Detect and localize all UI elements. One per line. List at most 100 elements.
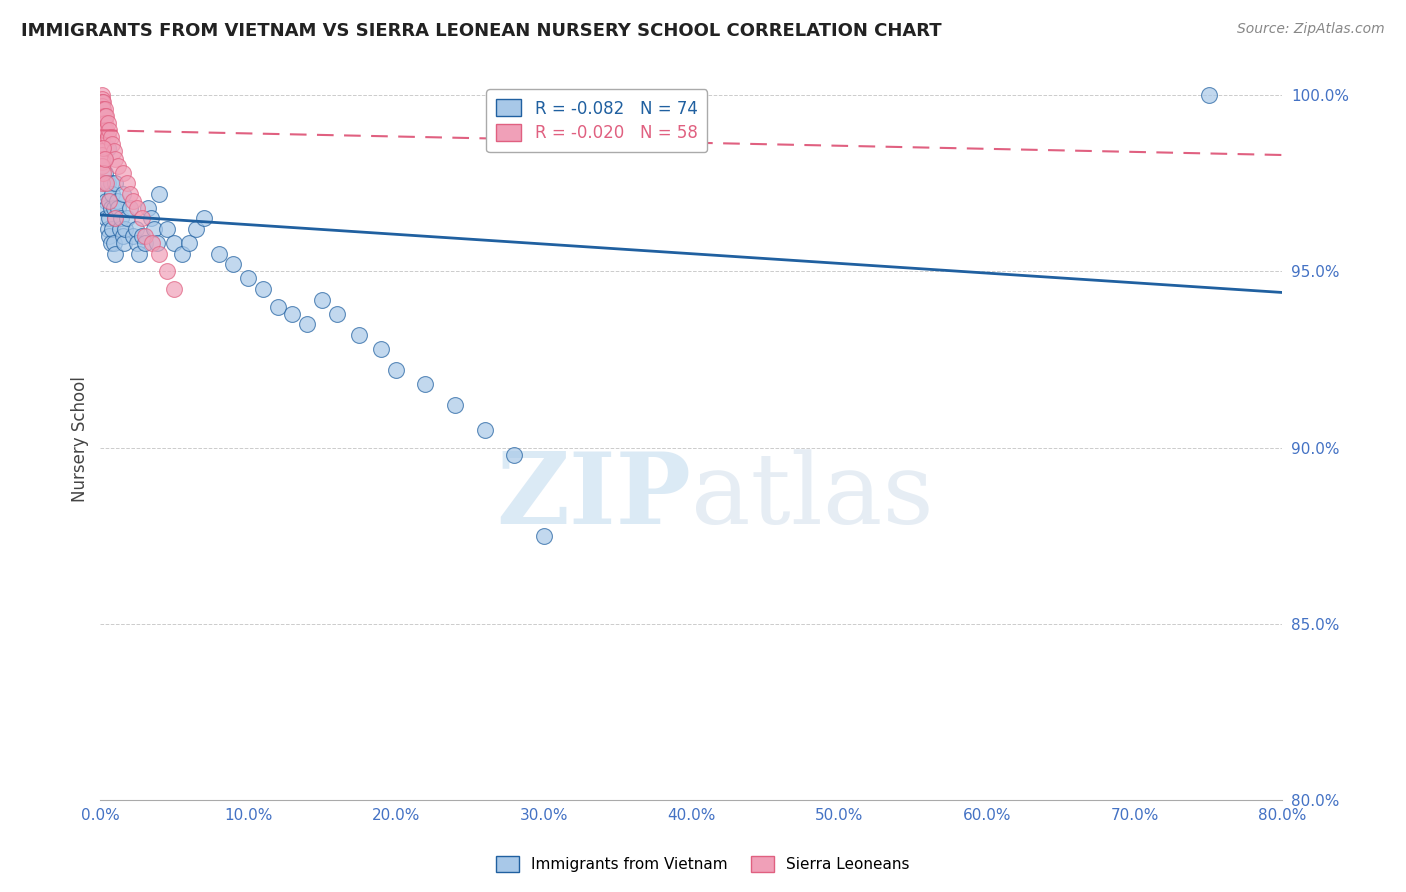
Point xyxy=(96,186,118,201)
Legend: Immigrants from Vietnam, Sierra Leoneans: Immigrants from Vietnam, Sierra Leoneans xyxy=(489,848,917,880)
Point xyxy=(128,246,150,260)
Text: atlas: atlas xyxy=(692,449,934,544)
Point xyxy=(186,222,208,236)
Point xyxy=(207,246,229,260)
Point xyxy=(90,159,112,173)
Point xyxy=(94,123,117,137)
Point xyxy=(90,98,112,112)
Point xyxy=(311,293,333,307)
Point xyxy=(370,342,392,356)
Point xyxy=(90,105,112,120)
Point xyxy=(90,176,112,190)
Point xyxy=(163,236,186,251)
Point xyxy=(98,194,121,208)
Point xyxy=(90,145,112,159)
Point xyxy=(94,102,117,116)
Point xyxy=(100,236,122,251)
Point xyxy=(156,222,179,236)
Point xyxy=(127,201,149,215)
Point xyxy=(103,236,125,251)
Point xyxy=(114,222,136,236)
Point xyxy=(90,95,112,109)
Point xyxy=(103,145,125,159)
Point xyxy=(236,271,259,285)
Point xyxy=(94,152,117,166)
Point xyxy=(101,137,124,152)
Point xyxy=(96,109,118,123)
Point xyxy=(281,307,304,321)
Point xyxy=(104,246,127,260)
Point xyxy=(90,95,112,109)
Point xyxy=(415,377,437,392)
Point xyxy=(107,201,129,215)
Point xyxy=(177,236,200,251)
Point xyxy=(98,123,121,137)
Point xyxy=(91,123,114,137)
Point xyxy=(111,166,134,180)
Point xyxy=(96,211,118,226)
Point xyxy=(90,116,112,130)
Point xyxy=(533,529,555,543)
Point xyxy=(104,152,127,166)
Point xyxy=(121,229,143,244)
Point xyxy=(97,176,120,190)
Point xyxy=(100,201,122,215)
Point xyxy=(91,141,114,155)
Point xyxy=(94,152,117,166)
Point xyxy=(100,130,122,145)
Point xyxy=(97,141,120,155)
Point xyxy=(91,109,114,123)
Point xyxy=(94,176,117,190)
Point xyxy=(131,229,153,244)
Point xyxy=(503,448,526,462)
Point xyxy=(90,102,112,116)
Point xyxy=(91,127,114,141)
Point xyxy=(90,109,112,123)
Point xyxy=(297,317,319,331)
Point xyxy=(134,236,156,251)
Point xyxy=(115,176,138,190)
Legend: R = -0.082   N = 74, R = -0.020   N = 58: R = -0.082 N = 74, R = -0.020 N = 58 xyxy=(486,89,707,153)
Point xyxy=(98,194,121,208)
Point xyxy=(90,88,112,103)
Point xyxy=(118,186,141,201)
Text: Source: ZipAtlas.com: Source: ZipAtlas.com xyxy=(1237,22,1385,37)
Point xyxy=(107,159,129,173)
Point xyxy=(125,222,148,236)
Text: IMMIGRANTS FROM VIETNAM VS SIERRA LEONEAN NURSERY SCHOOL CORRELATION CHART: IMMIGRANTS FROM VIETNAM VS SIERRA LEONEA… xyxy=(21,22,942,40)
Point xyxy=(94,166,117,180)
Point xyxy=(347,327,370,342)
Text: ZIP: ZIP xyxy=(496,448,692,545)
Point xyxy=(90,102,112,116)
Point xyxy=(96,176,118,190)
Point xyxy=(105,194,128,208)
Point xyxy=(266,300,288,314)
Point xyxy=(91,116,114,130)
Point xyxy=(121,194,143,208)
Point xyxy=(91,116,114,130)
Point xyxy=(90,155,112,169)
Point xyxy=(91,166,114,180)
Point xyxy=(111,229,134,244)
Point xyxy=(156,264,179,278)
Point xyxy=(90,109,112,123)
Point xyxy=(90,130,112,145)
Point xyxy=(136,201,159,215)
Point xyxy=(90,134,112,148)
Point xyxy=(91,141,114,155)
Point xyxy=(104,211,127,226)
Point xyxy=(96,123,118,137)
Point xyxy=(170,246,193,260)
Point xyxy=(90,141,112,155)
Point xyxy=(163,282,186,296)
Point xyxy=(100,176,122,190)
Point xyxy=(94,116,117,130)
Point xyxy=(1198,88,1220,103)
Point xyxy=(193,211,215,226)
Point xyxy=(90,120,112,134)
Point xyxy=(444,398,467,412)
Point xyxy=(110,211,132,226)
Point xyxy=(108,222,131,236)
Point xyxy=(252,282,274,296)
Point xyxy=(90,137,112,152)
